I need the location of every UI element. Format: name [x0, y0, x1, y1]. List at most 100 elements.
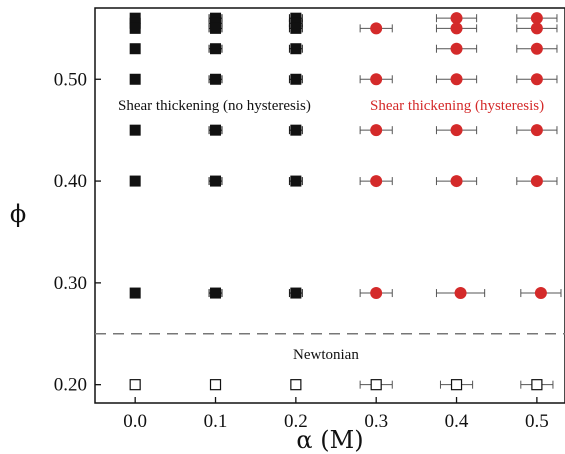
square-marker [290, 175, 302, 187]
open-square-marker [370, 379, 382, 391]
y-tick-label: 0.50 [54, 69, 87, 90]
square-marker [210, 22, 222, 34]
square-marker [290, 73, 302, 85]
y-tick-label: 0.20 [54, 375, 87, 396]
data-point [516, 22, 558, 35]
square-marker [290, 287, 302, 299]
circle-marker [530, 124, 543, 137]
data-point [516, 73, 558, 86]
circle-marker [370, 287, 383, 300]
y-axis-title: ϕ [10, 200, 26, 228]
circle-marker [450, 12, 463, 25]
data-point [435, 12, 478, 25]
circle-marker [370, 22, 383, 35]
data-point [288, 43, 303, 55]
square-marker [129, 175, 141, 187]
circle-marker [370, 175, 383, 188]
circle-marker [450, 42, 463, 55]
data-point [435, 287, 486, 300]
annotation-shear-thickening-no-hysteresis: Shear thickening (no hysteresis) [118, 98, 311, 114]
square-marker [210, 287, 222, 299]
data-point [359, 175, 393, 188]
circle-marker [530, 73, 543, 86]
open-square-marker [531, 379, 543, 391]
data-point [288, 73, 303, 85]
data-point [288, 287, 303, 299]
circle-marker [370, 73, 383, 86]
data-point [520, 379, 554, 391]
data-point [435, 124, 478, 137]
data-point [359, 379, 393, 391]
circle-marker [534, 287, 547, 300]
annotation-shear-thickening-hysteresis: Shear thickening (hysteresis) [370, 98, 544, 114]
x-tick-label: 0.1 [204, 411, 228, 432]
data-point [435, 175, 478, 188]
data-point [129, 43, 141, 55]
open-square-marker [209, 379, 222, 391]
square-marker [290, 43, 302, 55]
circle-marker [530, 175, 543, 188]
circle-marker [450, 124, 463, 137]
data-point [359, 73, 393, 86]
circle-marker [450, 22, 463, 35]
square-marker [129, 287, 141, 299]
square-marker [129, 124, 141, 136]
square-marker [129, 73, 141, 85]
data-point [208, 22, 223, 34]
data-point [209, 379, 222, 391]
circle-marker [454, 287, 467, 300]
data-point [208, 287, 223, 299]
data-point [208, 73, 223, 85]
data-point [208, 124, 223, 136]
data-point [520, 287, 562, 300]
data-point [359, 287, 393, 300]
data-point [208, 43, 223, 55]
data-point [288, 124, 303, 136]
data-point [129, 124, 141, 136]
data-point [129, 22, 141, 34]
x-tick-label: 0.0 [123, 411, 147, 432]
x-tick-label: 0.3 [364, 411, 388, 432]
data-point [435, 22, 478, 35]
data-point [516, 42, 558, 55]
circle-marker [530, 12, 543, 25]
square-marker [210, 43, 222, 55]
x-axis-title: α (M) [296, 426, 363, 454]
circle-marker [450, 175, 463, 188]
data-point [208, 175, 223, 187]
circle-marker [450, 73, 463, 86]
square-marker [210, 124, 222, 136]
open-square-marker [129, 379, 141, 391]
square-marker [290, 124, 302, 136]
plot-area [94, 7, 565, 404]
x-tick-label: 0.5 [525, 411, 549, 432]
square-marker [210, 73, 222, 85]
circle-marker [530, 42, 543, 55]
open-square-marker [290, 379, 302, 391]
data-point [288, 22, 303, 34]
data-point [290, 379, 302, 391]
y-tick-label: 0.40 [54, 171, 87, 192]
circle-marker [530, 22, 543, 35]
data-point [435, 42, 478, 55]
x-tick-label: 0.4 [445, 411, 469, 432]
data-point [129, 379, 141, 391]
square-marker [129, 43, 141, 55]
data-point [439, 379, 474, 391]
open-square-marker [450, 379, 463, 391]
square-marker [129, 22, 141, 34]
y-tick-label: 0.30 [54, 273, 87, 294]
data-point [435, 73, 478, 86]
x-tick-label: 0.2 [284, 411, 308, 432]
data-point [129, 175, 141, 187]
data-point [129, 73, 141, 85]
data-point [288, 175, 303, 187]
circle-marker [370, 124, 383, 137]
data-point [516, 175, 558, 188]
data-point [129, 287, 141, 299]
data-point [359, 124, 393, 137]
annotation-newtonian: Newtonian [293, 347, 359, 363]
data-point [516, 124, 558, 137]
data-point [516, 12, 558, 25]
